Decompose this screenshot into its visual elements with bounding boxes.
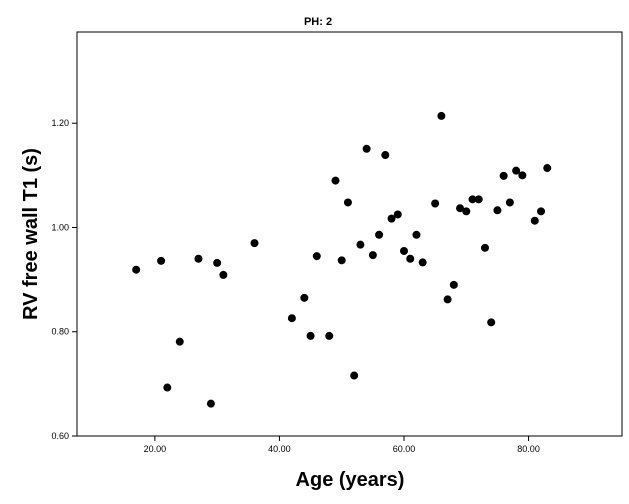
data-point <box>368 251 377 260</box>
data-point <box>456 204 465 213</box>
data-point <box>493 206 502 215</box>
y-tick-label: 1.00 <box>51 222 69 232</box>
data-points <box>132 111 552 408</box>
data-point <box>175 337 184 346</box>
data-point <box>381 151 390 160</box>
x-tick-label: 20.00 <box>144 444 167 454</box>
data-point <box>418 258 427 267</box>
data-point <box>343 198 352 207</box>
data-point <box>331 176 340 185</box>
data-point <box>480 243 489 252</box>
data-point <box>387 214 396 223</box>
chart-title: PH: 2 <box>304 16 332 28</box>
data-point <box>362 144 371 153</box>
x-tick-label: 80.00 <box>517 444 540 454</box>
data-point <box>250 239 259 248</box>
data-point <box>194 254 203 263</box>
data-point <box>443 295 452 304</box>
data-point <box>306 331 315 340</box>
x-tick-label: 60.00 <box>393 444 416 454</box>
data-point <box>505 198 514 207</box>
data-point <box>206 399 215 408</box>
data-point <box>375 230 384 239</box>
data-point <box>406 254 415 263</box>
y-tick-label: 0.60 <box>51 431 69 441</box>
data-point <box>400 246 408 255</box>
data-point <box>163 383 172 392</box>
data-point <box>499 171 508 180</box>
plot-area <box>76 31 623 437</box>
data-point <box>468 195 477 204</box>
data-point <box>350 371 359 380</box>
data-point <box>530 216 539 225</box>
data-point <box>356 240 365 249</box>
data-point <box>312 252 321 261</box>
data-point <box>219 270 228 279</box>
data-point <box>462 207 471 216</box>
data-point <box>157 256 166 265</box>
data-point <box>437 111 446 120</box>
data-point <box>132 265 141 274</box>
data-point <box>543 164 552 173</box>
x-axis: 20.00 40.00 60.00 80.00 <box>144 436 540 454</box>
data-point <box>474 195 483 204</box>
data-point <box>287 314 296 323</box>
data-point <box>337 256 346 265</box>
y-tick-label: 0.80 <box>51 327 69 337</box>
data-point <box>412 230 421 239</box>
y-tick-label: 1.20 <box>51 118 69 128</box>
data-point <box>393 210 402 219</box>
data-point <box>325 331 334 340</box>
y-axis-title: RV free wall T1 (s) <box>20 148 42 320</box>
data-point <box>512 166 521 175</box>
x-tick-label: 40.00 <box>268 444 291 454</box>
data-point <box>213 258 222 267</box>
data-point <box>449 280 458 289</box>
x-axis-title: Age (years) <box>296 469 405 491</box>
data-point <box>537 207 546 216</box>
y-axis: 0.60 0.80 1.00 1.20 <box>51 118 77 441</box>
data-point <box>487 318 496 327</box>
data-point <box>518 171 527 180</box>
data-point <box>300 293 309 302</box>
data-point <box>431 199 440 208</box>
